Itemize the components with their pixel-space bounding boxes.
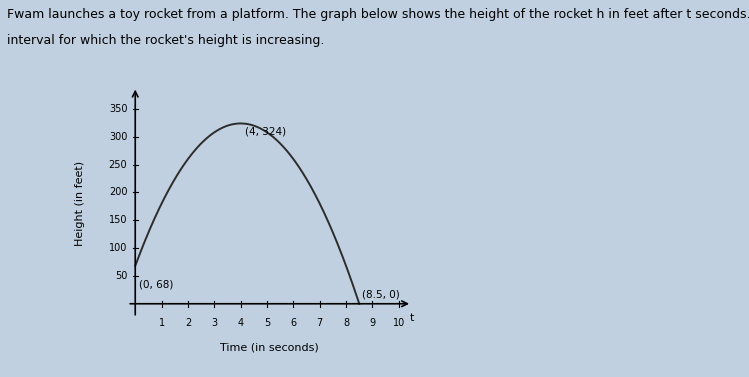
Text: 1: 1 <box>159 318 165 328</box>
Text: 50: 50 <box>115 271 127 281</box>
Text: (0, 68): (0, 68) <box>139 279 174 289</box>
Text: Height (in feet): Height (in feet) <box>75 161 85 246</box>
Text: 5: 5 <box>264 318 270 328</box>
Text: 4: 4 <box>237 318 243 328</box>
Text: 250: 250 <box>109 159 127 170</box>
Text: 350: 350 <box>109 104 127 114</box>
Text: 7: 7 <box>317 318 323 328</box>
Text: (4, 324): (4, 324) <box>245 127 285 136</box>
Text: 9: 9 <box>369 318 375 328</box>
Text: 200: 200 <box>109 187 127 198</box>
Text: 100: 100 <box>109 243 127 253</box>
Text: 10: 10 <box>392 318 405 328</box>
Text: Fwam launches a toy rocket from a platform. The graph below shows the height of : Fwam launches a toy rocket from a platfo… <box>7 8 749 20</box>
Text: 8: 8 <box>343 318 349 328</box>
Text: 3: 3 <box>211 318 217 328</box>
Text: t: t <box>409 313 413 323</box>
Text: (8.5, 0): (8.5, 0) <box>362 289 400 299</box>
Text: 6: 6 <box>291 318 297 328</box>
Text: 150: 150 <box>109 215 127 225</box>
Text: interval for which the rocket's height is increasing.: interval for which the rocket's height i… <box>7 34 325 47</box>
Text: 2: 2 <box>185 318 191 328</box>
Text: Time (in seconds): Time (in seconds) <box>220 343 319 353</box>
Text: 300: 300 <box>109 132 127 142</box>
